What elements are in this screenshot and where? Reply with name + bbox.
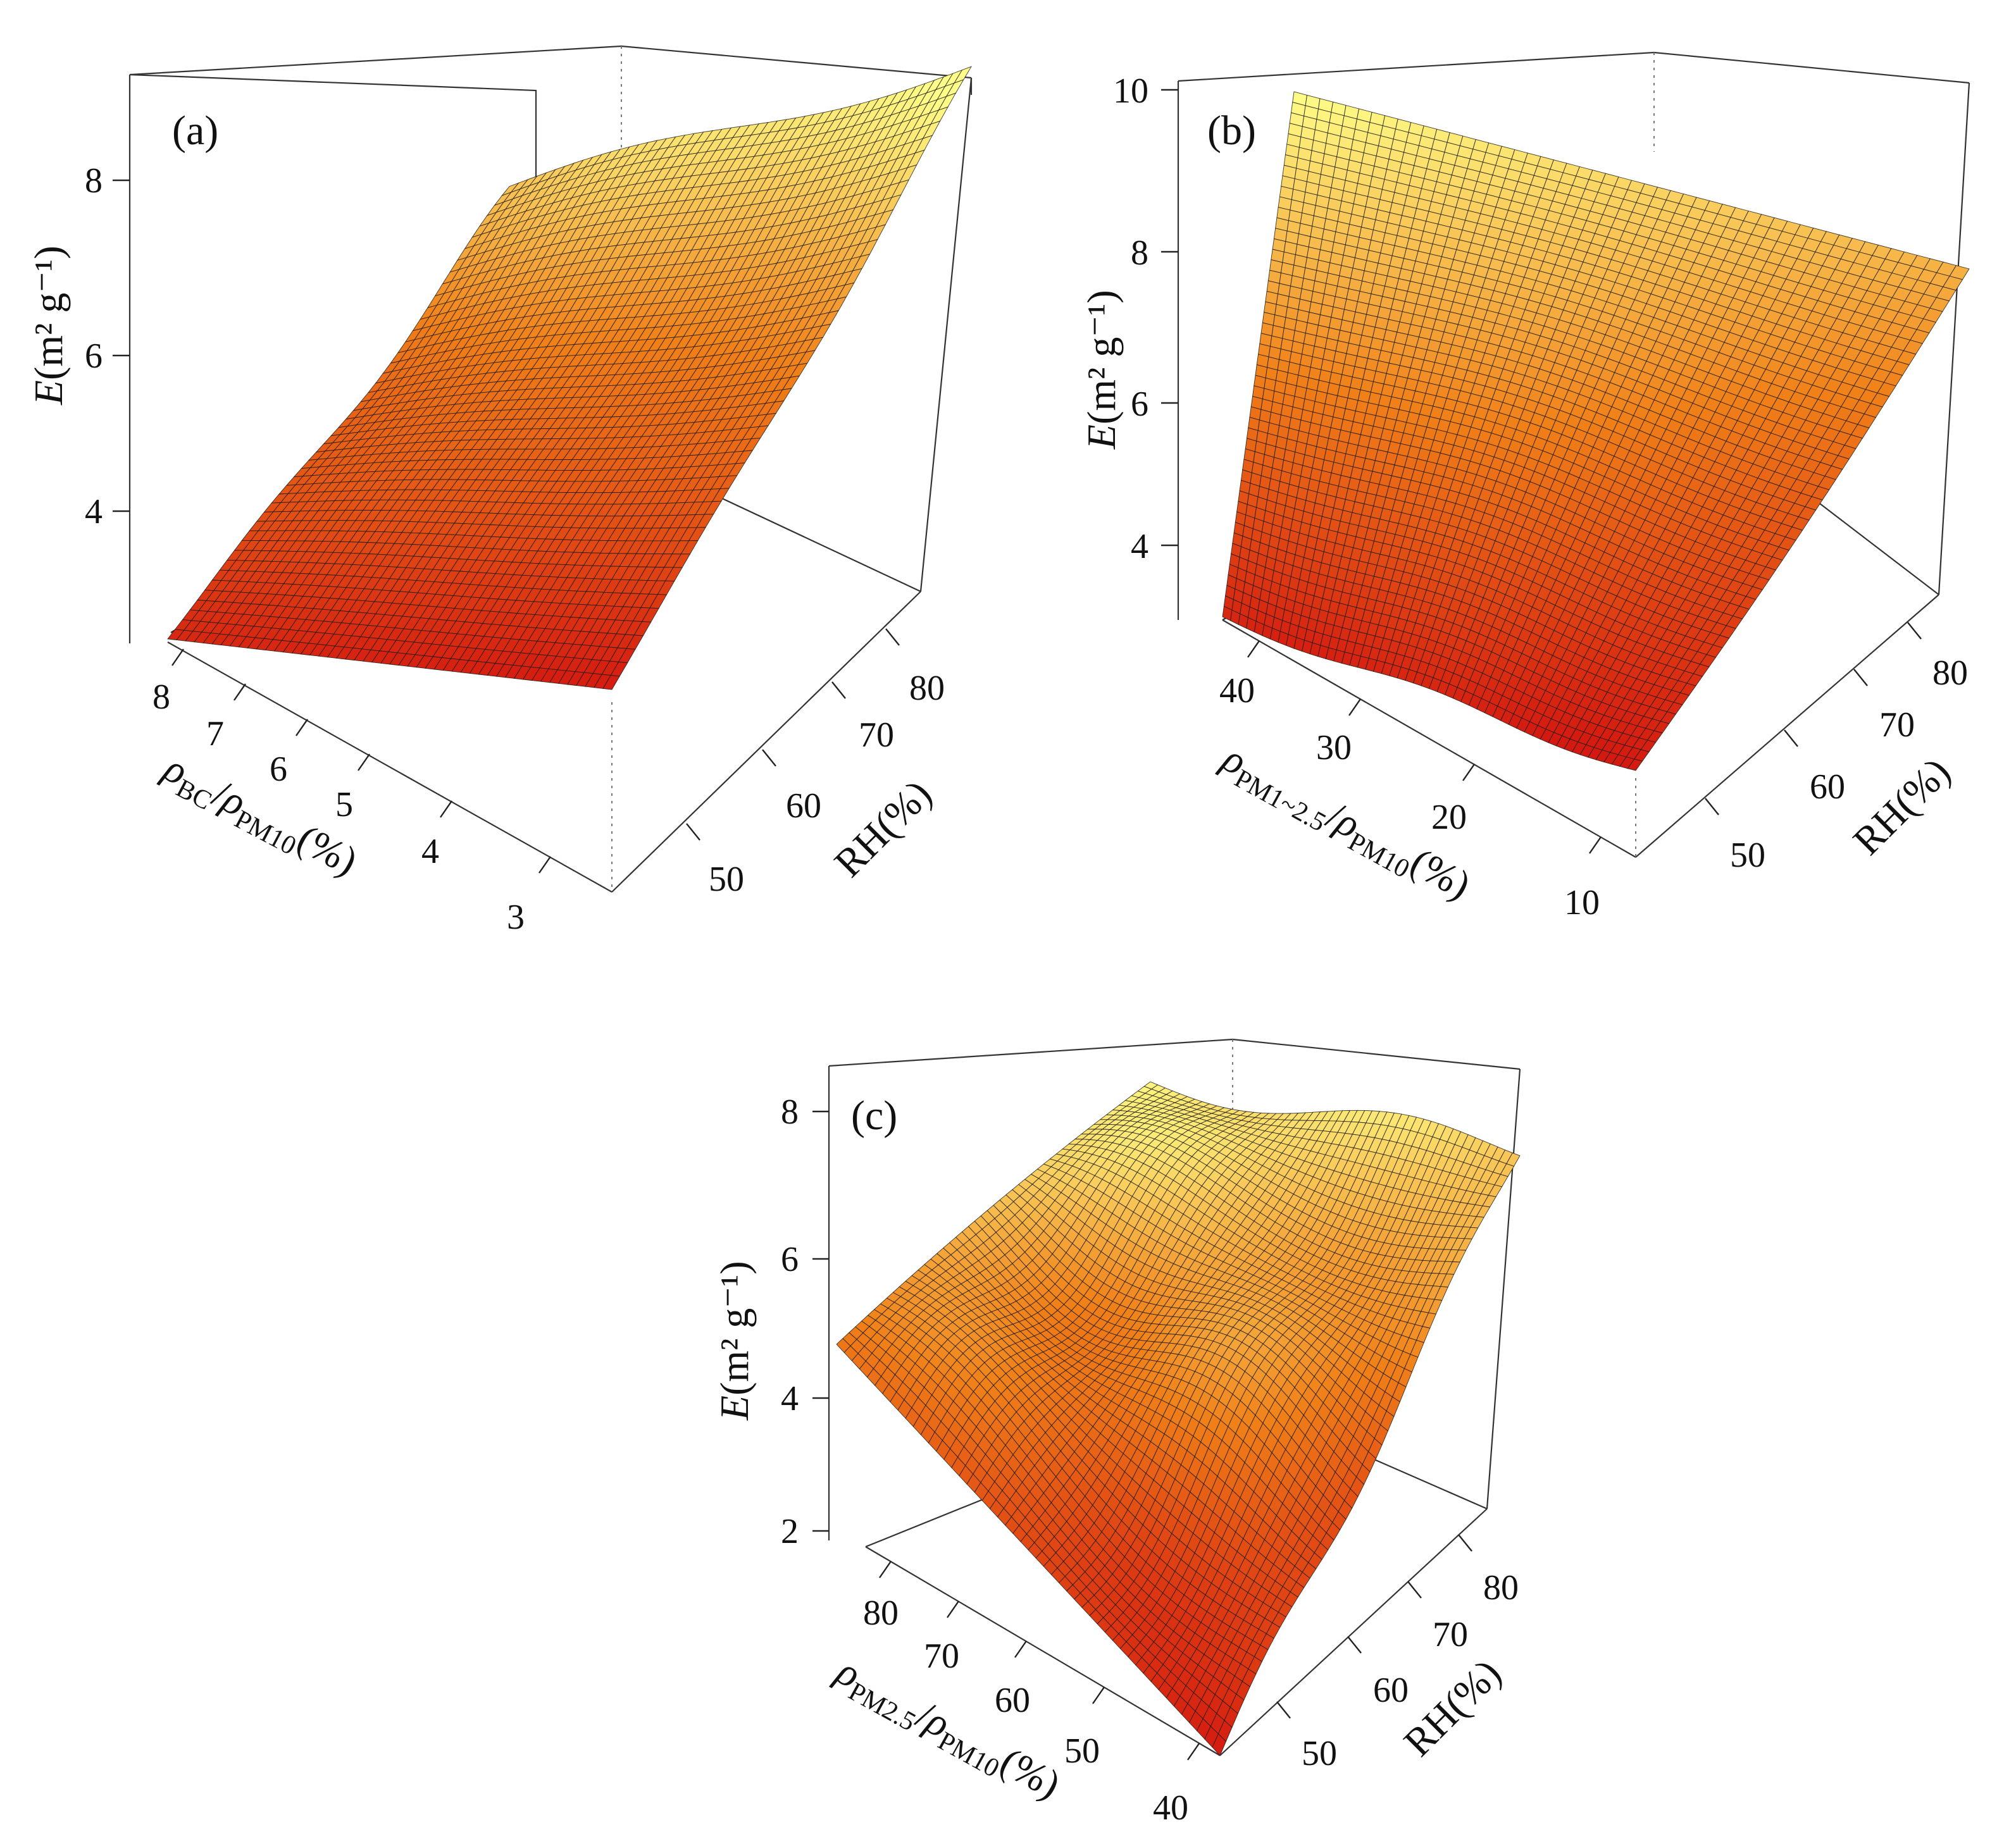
y-tick-label: 60	[786, 786, 821, 826]
x-label-sub: PM10	[230, 805, 301, 861]
z-label-unit: (m² g⁻¹)	[26, 245, 71, 380]
x-tick-mark	[1589, 836, 1602, 854]
z-tick-label: 4	[85, 492, 103, 531]
panel-a-x-axis-label: ρBC/ρPM10(%)	[153, 745, 365, 889]
panel-a-back-edges	[129, 45, 972, 79]
x-tick-mark	[233, 683, 246, 701]
x-tick-label: 10	[1564, 883, 1600, 922]
y-tick-mark	[831, 681, 846, 699]
z-tick-label: 8	[85, 161, 103, 201]
x-tick-mark	[171, 648, 184, 666]
x-tick-label: 40	[1219, 671, 1255, 710]
y-tick-label: 80	[909, 669, 945, 708]
z-label-italic: E	[1079, 424, 1124, 450]
panel-a-z-axis-label: E(m² g⁻¹)	[26, 245, 71, 406]
z-tick-label: 6	[85, 337, 103, 376]
y-tick-mark	[1907, 622, 1922, 640]
panel-a-label: (a)	[172, 108, 218, 154]
z-label-italic: E	[26, 380, 71, 406]
x-tick-mark	[440, 800, 452, 818]
y-tick-mark	[686, 823, 700, 841]
y-tick-mark	[1784, 729, 1798, 747]
panel-a-x-axis: 8 7 6 5 4 3 ρBC/ρPM10(%)	[152, 648, 551, 937]
x-label-tail: (%)	[1403, 839, 1478, 908]
x-tick-mark	[1348, 698, 1361, 716]
x-tick-mark	[358, 753, 370, 771]
panel-b-z-axis: 10 8 6 4 E(m² g⁻¹)	[1079, 71, 1178, 566]
x-label-tail: (%)	[290, 815, 365, 884]
x-tick-label: 3	[507, 898, 525, 937]
x-tick-label: 8	[152, 678, 170, 717]
x-tick-label: 6	[270, 750, 287, 789]
panel-b-z-axis-label: E(m² g⁻¹)	[1079, 290, 1124, 450]
z-tick-label: 8	[1131, 233, 1148, 273]
y-tick-label: 50	[1730, 836, 1765, 875]
x-tick-label: 5	[335, 785, 353, 824]
x-tick-label: 4	[421, 832, 439, 871]
panel-a-surface	[167, 66, 973, 690]
x-tick-mark	[1462, 764, 1475, 781]
panel-a-y-axis-label: RH(%)	[826, 771, 940, 886]
x-tick-mark	[296, 719, 308, 736]
y-tick-label: 70	[859, 715, 894, 755]
x-tick-mark	[1247, 640, 1260, 658]
x-label-sub: PM10	[1343, 827, 1414, 884]
z-tick-label: 4	[1131, 527, 1148, 566]
x-tick-label: 7	[206, 714, 224, 753]
panel-b-box-right-vertical	[1938, 82, 1970, 595]
panel-b-back-edges	[1178, 51, 1970, 84]
panel-b-y-axis: 50 60 70 80 RH(%)	[1705, 622, 1968, 875]
panel-a-y-axis: 50 60 70 80 RH(%)	[686, 628, 945, 899]
z-tick-label: 10	[1113, 71, 1148, 111]
panel-b: (b) 10 8 6 4 E(m² g⁻¹) 40 30 20 10 ρPM1~…	[1079, 51, 1970, 922]
z-label-unit: (m² g⁻¹)	[1079, 290, 1124, 424]
y-tick-mark	[762, 749, 776, 767]
x-tick-label: 30	[1316, 728, 1352, 767]
y-tick-mark	[1853, 669, 1868, 686]
x-label-sub: PM1~2.5	[1229, 764, 1331, 838]
y-tick-mark	[1705, 798, 1719, 815]
x-tick-mark	[538, 856, 551, 874]
panel-b-surface	[1222, 91, 1970, 771]
panel-a: (a) 8 6 4 E(m² g⁻¹) 8 7 6 5 4 3	[26, 45, 973, 937]
y-tick-mark	[885, 628, 900, 646]
z-tick-label: 6	[1131, 385, 1148, 424]
x-tick-label: 20	[1431, 798, 1467, 837]
panel-a-z-axis: 8 6 4 E(m² g⁻¹)	[26, 161, 130, 531]
y-tick-label: 50	[709, 860, 744, 899]
panel-b-label: (b)	[1207, 108, 1256, 154]
panel-a-box-right-vertical	[919, 77, 973, 592]
